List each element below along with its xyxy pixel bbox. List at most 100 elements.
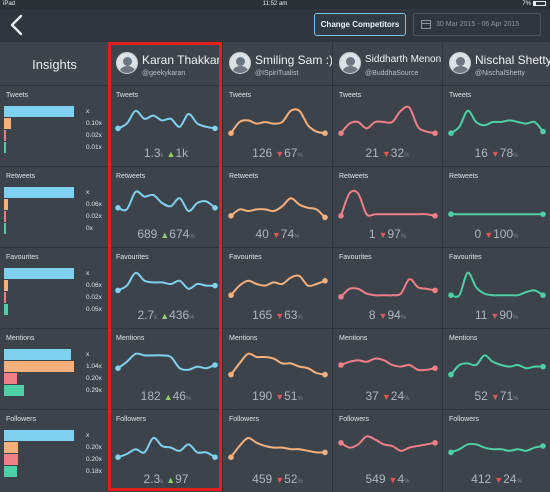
comparison-tick: x xyxy=(86,432,90,439)
stat-value: 689 xyxy=(137,227,158,241)
cell-stats: 459 ▼52% xyxy=(223,472,332,486)
change-competitors-button[interactable]: Change Competitors xyxy=(314,13,406,36)
metric-cell[interactable]: Favourites 165 ▼63% xyxy=(222,247,332,328)
sparkline-line xyxy=(230,197,326,219)
sparkline-chart xyxy=(448,271,546,298)
sparkline-line xyxy=(117,109,216,130)
stat-delta: 97 xyxy=(175,472,189,486)
trend-arrow-icon: ▼ xyxy=(381,392,391,402)
sparkline-start-point xyxy=(115,287,121,294)
sparkline-start-point xyxy=(115,205,121,211)
stat-delta-unit: % xyxy=(404,479,410,485)
metric-cell[interactable]: Mentions 52 ▼71% xyxy=(442,328,550,409)
sparkline-end-point xyxy=(322,449,328,456)
comparison-tick: 0.20x xyxy=(86,444,102,451)
metric-summary-cell: Retweets x 0.06x 0.02x 0x xyxy=(0,166,109,247)
competitor-header[interactable]: Nischal Shetty @NischalShetty xyxy=(442,42,550,85)
battery-icon xyxy=(533,1,546,6)
cell-stats: 1 ▼97% xyxy=(333,227,442,241)
sparkline-chart xyxy=(338,435,438,452)
trend-arrow-icon: ▼ xyxy=(275,475,285,485)
sparkline-chart xyxy=(115,436,218,460)
metric-cell[interactable]: Retweets 689 ▲674% xyxy=(109,166,222,247)
stat-value: 126 xyxy=(252,146,273,160)
metric-cell[interactable]: Followers 549 ▼4% xyxy=(332,409,442,492)
metric-cell[interactable]: Favourites 8 ▼94% xyxy=(332,247,442,328)
comparison-bar xyxy=(4,385,24,396)
back-button[interactable] xyxy=(6,12,28,38)
comparison-tick: x xyxy=(86,108,90,115)
cell-title: Mentions xyxy=(339,335,368,342)
metric-cell[interactable]: Mentions 182 ▲46% xyxy=(109,328,222,409)
sparkline-chart xyxy=(228,108,328,136)
metric-cell[interactable]: Followers 459 ▼52% xyxy=(222,409,332,492)
cell-title: Followers xyxy=(229,416,259,423)
metric-cell[interactable]: Mentions 190 ▼51% xyxy=(222,328,332,409)
comparison-tick: x xyxy=(86,351,90,358)
metric-cell[interactable]: Tweets 21 ▼32% xyxy=(332,85,442,166)
stat-value: 549 xyxy=(365,472,386,486)
metric-cell[interactable]: Followers 412 ▼24% xyxy=(442,409,550,492)
stat-delta: 100 xyxy=(493,227,514,241)
cell-stats: 689 ▲674% xyxy=(110,227,222,241)
metric-cell[interactable]: Tweets 126 ▼67% xyxy=(222,85,332,166)
sparkline-line xyxy=(340,357,436,372)
stat-delta: 32 xyxy=(390,146,405,160)
metric-cell[interactable]: Mentions 37 ▼24% xyxy=(332,328,442,409)
metric-label: Followers xyxy=(6,416,36,423)
competitor-header[interactable]: Smiling Sam :) @ISpiriTualist xyxy=(222,42,334,85)
cell-stats: 2.3k ▲97 xyxy=(110,472,222,486)
stat-delta: 63 xyxy=(284,308,298,322)
competitor-name: Smiling Sam :) xyxy=(255,53,334,67)
stat-delta-unit: % xyxy=(297,479,303,485)
metric-cell[interactable]: Tweets 16 ▼78% xyxy=(442,85,550,166)
sparkline-chart xyxy=(115,109,218,132)
sparkline-start-point xyxy=(338,294,344,300)
metric-cell[interactable]: Retweets 1 ▼97% xyxy=(332,166,442,247)
stat-value: 412 xyxy=(471,472,492,486)
metric-summary-cell: Tweets x 0.10x 0.02x 0.01x xyxy=(0,85,109,166)
competitor-name: Nischal Shetty xyxy=(475,53,550,67)
competitor-name: Karan Thakkar xyxy=(142,53,221,67)
metric-cell[interactable]: Retweets 0 ▼100% xyxy=(442,166,550,247)
comparison-bar xyxy=(4,268,74,279)
date-range-picker[interactable]: 30 Mar 2015 - 06 Apr 2015 xyxy=(413,13,541,36)
sparkline-end-point xyxy=(212,454,218,460)
metric-label: Mentions xyxy=(6,335,35,342)
stat-delta-unit: % xyxy=(189,315,195,321)
sparkline-chart xyxy=(338,189,438,219)
stat-delta-unit: % xyxy=(513,234,519,240)
comparison-tick: 0.20x xyxy=(86,375,102,382)
stat-value: 190 xyxy=(252,389,273,403)
sparkline-end-point xyxy=(432,287,438,294)
sparkline-chart xyxy=(115,271,218,294)
cell-stats: 165 ▼63% xyxy=(223,308,332,322)
metric-cell[interactable]: Favourites 2.7k ▲436% xyxy=(109,247,222,328)
competitor-name: Siddharth Menon xyxy=(365,54,442,65)
metric-cell[interactable]: Tweets 1.3k ▲1k xyxy=(109,85,222,166)
sparkline-chart xyxy=(228,352,328,378)
metric-cell[interactable]: Favourites 11 ▼90% xyxy=(442,247,550,328)
comparison-bar xyxy=(4,361,74,372)
trend-arrow-icon: ▼ xyxy=(275,149,285,159)
stat-delta: 67 xyxy=(284,146,298,160)
sparkline-end-point xyxy=(322,214,328,221)
trend-arrow-icon: ▼ xyxy=(490,392,500,402)
cell-title: Followers xyxy=(449,416,479,423)
battery-indicator: 7% xyxy=(522,1,546,7)
sparkline-line xyxy=(117,352,216,371)
sparkline-end-point xyxy=(540,363,546,370)
competitor-header[interactable]: Siddharth Menon @BuddhaSource xyxy=(332,42,442,85)
sparkline-end-point xyxy=(432,440,438,446)
trend-arrow-icon: ▼ xyxy=(275,392,285,402)
sparkline-start-point xyxy=(228,371,234,378)
sparkline-start-point xyxy=(448,449,454,456)
metric-cell[interactable]: Retweets 40 ▼74% xyxy=(222,166,332,247)
cell-title: Tweets xyxy=(116,92,139,99)
comparison-tick: 0.02x xyxy=(86,294,102,301)
comparison-bar xyxy=(4,466,17,477)
comparison-tick: 0.20x xyxy=(86,456,102,463)
competitor-header[interactable]: Karan Thakkar @geekykaran xyxy=(109,42,222,85)
metric-summary-cell: Favourites x 0.06x 0.02x 0.05x xyxy=(0,247,109,328)
metric-cell[interactable]: Followers 2.3k ▲97 xyxy=(109,409,222,492)
